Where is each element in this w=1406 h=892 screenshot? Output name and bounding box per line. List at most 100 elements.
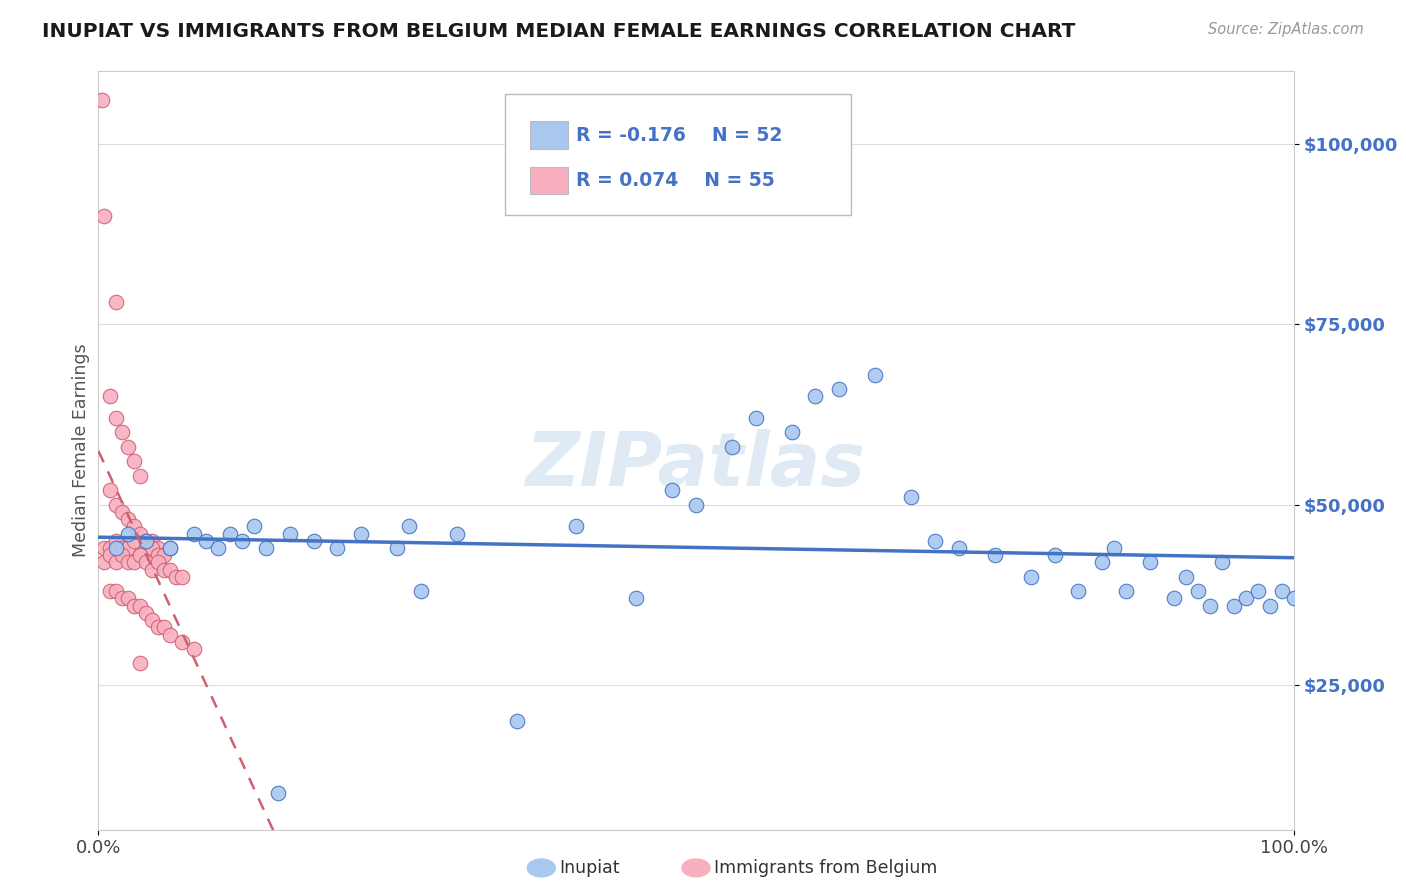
Point [148,555,170,569]
Point [141,563,163,577]
Point [124,533,146,548]
Point [93,209,115,223]
Point [148,548,170,562]
Point [1247,584,1270,599]
Point [661,483,683,498]
Point [129,548,152,562]
Point [105,498,128,512]
Point [1043,548,1066,562]
Point [111,591,134,606]
Point [111,425,134,440]
Point [626,591,648,606]
Point [105,541,128,555]
Point [302,533,325,548]
Text: Source: ZipAtlas.com: Source: ZipAtlas.com [1208,22,1364,37]
Point [135,533,157,548]
Point [153,548,176,562]
Point [124,454,146,468]
Point [117,526,139,541]
Point [111,541,134,555]
Point [385,541,409,555]
Point [129,657,152,671]
Point [129,548,152,562]
Y-axis label: Median Female Earnings: Median Female Earnings [72,343,90,558]
Point [411,584,433,599]
Point [446,526,468,541]
Point [153,563,176,577]
Point [1223,599,1246,613]
Point [159,541,181,555]
Point [721,440,744,454]
Point [948,541,970,555]
FancyBboxPatch shape [505,95,852,216]
Point [243,519,266,533]
Point [129,599,152,613]
Point [153,620,176,634]
Text: ZIPatlas: ZIPatlas [526,429,866,502]
Point [828,382,851,396]
Point [1163,591,1185,606]
Point [98,541,122,555]
Point [105,584,128,599]
Point [172,570,194,584]
Point [124,599,146,613]
Point [685,498,707,512]
Point [195,533,218,548]
Point [98,483,122,498]
Point [565,519,588,533]
Point [865,368,887,382]
Point [183,526,205,541]
Point [111,548,134,562]
Text: R = -0.176    N = 52: R = -0.176 N = 52 [576,126,783,145]
Point [117,555,139,569]
Point [98,389,122,403]
Point [254,541,277,555]
Point [1199,599,1222,613]
Point [93,541,115,555]
Point [1271,584,1294,599]
Point [900,491,922,505]
Point [117,591,139,606]
Point [93,555,115,569]
Point [141,613,163,627]
Point [172,635,194,649]
Point [1091,555,1114,569]
Point [924,533,946,548]
Point [129,468,152,483]
Point [105,411,128,425]
Point [124,519,146,533]
Point [98,584,122,599]
FancyBboxPatch shape [530,121,568,149]
Point [278,526,301,541]
Point [135,606,157,620]
Point [159,563,181,577]
Point [117,541,139,555]
Point [1282,591,1305,606]
Point [780,425,803,440]
Point [141,533,163,548]
Point [1019,570,1042,584]
Point [141,541,163,555]
Point [117,440,139,454]
Point [159,627,181,641]
Point [183,642,205,657]
Point [165,570,187,584]
Point [267,787,290,801]
Point [231,533,253,548]
Point [1187,584,1209,599]
Point [135,541,157,555]
Point [1104,541,1126,555]
Text: Immigrants from Belgium: Immigrants from Belgium [714,859,938,877]
Point [350,526,373,541]
Point [984,548,1007,562]
Point [129,526,152,541]
FancyBboxPatch shape [530,167,568,194]
Point [135,555,157,569]
Point [124,555,146,569]
Point [105,295,128,310]
Text: Inupiat: Inupiat [560,859,620,877]
Point [804,389,827,403]
Point [1175,570,1198,584]
Point [506,714,529,729]
Point [1067,584,1090,599]
